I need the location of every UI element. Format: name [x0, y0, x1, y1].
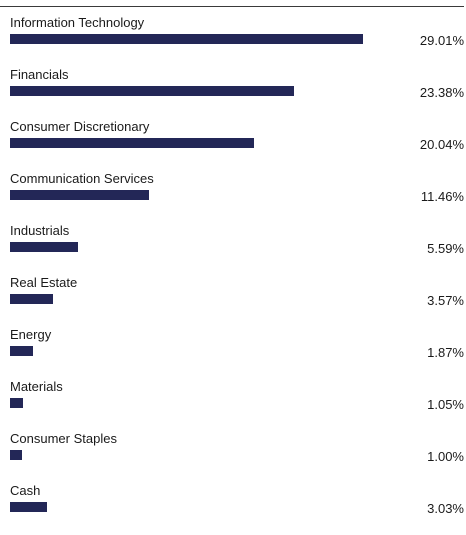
bar — [10, 86, 294, 96]
category-label: Materials — [10, 379, 63, 394]
bar-row: Consumer Discretionary 20.04% — [0, 119, 466, 171]
value-label: 1.00% — [427, 449, 464, 464]
category-label: Real Estate — [10, 275, 78, 290]
value-label: 3.57% — [427, 293, 464, 308]
bar — [10, 450, 22, 460]
category-label: Industrials — [10, 223, 70, 238]
bar — [10, 242, 78, 252]
value-label: 29.01% — [419, 33, 464, 48]
bar-row: Information Technology 29.01% — [0, 15, 466, 67]
top-rule — [0, 6, 464, 7]
bar — [10, 398, 23, 408]
value-label: 1.87% — [427, 345, 464, 360]
bar-row: Cash 3.03% — [0, 483, 466, 535]
value-label: 3.03% — [427, 501, 464, 516]
bar-row: Financials 23.38% — [0, 67, 466, 119]
sector-allocation-chart: Information Technology 29.01% Financials 23… — [0, 15, 466, 516]
bar-row: Energy 1.87% — [0, 327, 466, 379]
bar — [10, 190, 149, 200]
category-label: Consumer Staples — [10, 431, 117, 446]
bar — [10, 34, 363, 44]
bar — [10, 346, 33, 356]
value-label: 5.59% — [427, 241, 464, 256]
bar-row: Materials 1.05% — [0, 379, 466, 431]
bar-row: Communication Services 11.46% — [0, 171, 466, 223]
bar — [10, 502, 47, 512]
value-label: 20.04% — [419, 137, 464, 152]
bar — [10, 138, 254, 148]
category-label: Energy — [10, 327, 52, 342]
category-label: Financials — [10, 67, 69, 82]
bar-row: Consumer Staples 1.00% — [0, 431, 466, 483]
bar — [10, 294, 53, 304]
value-label: 23.38% — [419, 85, 464, 100]
bar-row: Real Estate 3.57% — [0, 275, 466, 327]
category-label: Communication Services — [10, 171, 154, 186]
bar-row: Industrials 5.59% — [0, 223, 466, 275]
value-label: 11.46% — [420, 189, 464, 204]
category-label: Cash — [10, 483, 41, 498]
category-label: Consumer Discretionary — [10, 119, 150, 134]
value-label: 1.05% — [427, 397, 464, 412]
category-label: Information Technology — [10, 15, 145, 30]
